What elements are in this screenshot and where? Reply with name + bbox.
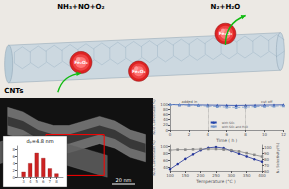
svg-text:60: 60 xyxy=(163,158,169,163)
svg-text:2: 2 xyxy=(188,132,191,137)
svg-text:20: 20 xyxy=(163,122,169,127)
svg-text:400: 400 xyxy=(258,173,266,178)
svg-text:with SO₂ and H₂O: with SO₂ and H₂O xyxy=(222,125,249,129)
svg-text:12: 12 xyxy=(281,132,287,137)
svg-text:Time ( h ): Time ( h ) xyxy=(215,138,237,143)
svg-text:150: 150 xyxy=(182,173,190,178)
svg-text:7: 7 xyxy=(49,179,52,184)
svg-text:80: 80 xyxy=(163,107,169,112)
svg-text:6: 6 xyxy=(42,179,45,184)
svg-text:60: 60 xyxy=(163,112,169,117)
svg-text:NOx Conversion(%): NOx Conversion(%) xyxy=(152,99,156,135)
svg-text:300: 300 xyxy=(228,173,236,178)
svg-text:N₂ Selectivity(%): N₂ Selectivity(%) xyxy=(276,142,280,173)
svg-text:NH₃+NO+O₂: NH₃+NO+O₂ xyxy=(57,3,104,11)
svg-text:100: 100 xyxy=(160,102,168,107)
svg-text:40: 40 xyxy=(163,165,169,170)
svg-text:Fe₂O₃: Fe₂O₃ xyxy=(132,69,145,74)
svg-text:20 nm: 20 nm xyxy=(116,177,132,183)
svg-text:350: 350 xyxy=(243,173,251,178)
svg-text:100: 100 xyxy=(166,173,174,178)
svg-text:60: 60 xyxy=(264,168,270,174)
svg-text:dₚ=4.8 nm: dₚ=4.8 nm xyxy=(26,138,53,144)
svg-text:4: 4 xyxy=(29,179,32,184)
svg-text:cut off: cut off xyxy=(261,100,273,104)
svg-text:70: 70 xyxy=(264,163,270,168)
svg-text:40: 40 xyxy=(163,117,169,122)
svg-text:2: 2 xyxy=(12,168,15,173)
svg-text:Fe₂O₃: Fe₂O₃ xyxy=(74,60,87,65)
svg-text:90: 90 xyxy=(264,151,270,156)
svg-text:10: 10 xyxy=(262,132,268,137)
svg-text:with SO₂: with SO₂ xyxy=(221,120,235,125)
svg-text:100: 100 xyxy=(160,144,168,149)
svg-text:0: 0 xyxy=(169,132,172,137)
svg-text:added in: added in xyxy=(181,100,197,104)
svg-text:CNTs: CNTs xyxy=(4,87,23,95)
svg-text:4: 4 xyxy=(12,161,15,166)
svg-text:0: 0 xyxy=(165,127,168,133)
svg-text:8: 8 xyxy=(55,179,58,184)
svg-text:6: 6 xyxy=(225,132,228,137)
svg-text:5: 5 xyxy=(35,179,38,184)
svg-text:N₂+H₂O: N₂+H₂O xyxy=(211,3,241,11)
svg-text:250: 250 xyxy=(212,173,220,178)
svg-text:80: 80 xyxy=(163,151,169,156)
svg-text:8: 8 xyxy=(12,147,15,152)
svg-text:6: 6 xyxy=(12,154,15,159)
svg-text:Fe₂O₃: Fe₂O₃ xyxy=(219,31,232,36)
svg-text:8: 8 xyxy=(244,132,247,137)
svg-text:NOx Conversion(%): NOx Conversion(%) xyxy=(152,140,156,176)
svg-text:4: 4 xyxy=(207,132,210,137)
svg-text:200: 200 xyxy=(197,173,205,178)
svg-text:3: 3 xyxy=(22,179,25,184)
svg-text:80: 80 xyxy=(264,157,270,162)
svg-text:100: 100 xyxy=(264,145,272,150)
svg-text:0: 0 xyxy=(12,175,15,180)
svg-text:Temperature (°C ): Temperature (°C ) xyxy=(195,179,236,184)
